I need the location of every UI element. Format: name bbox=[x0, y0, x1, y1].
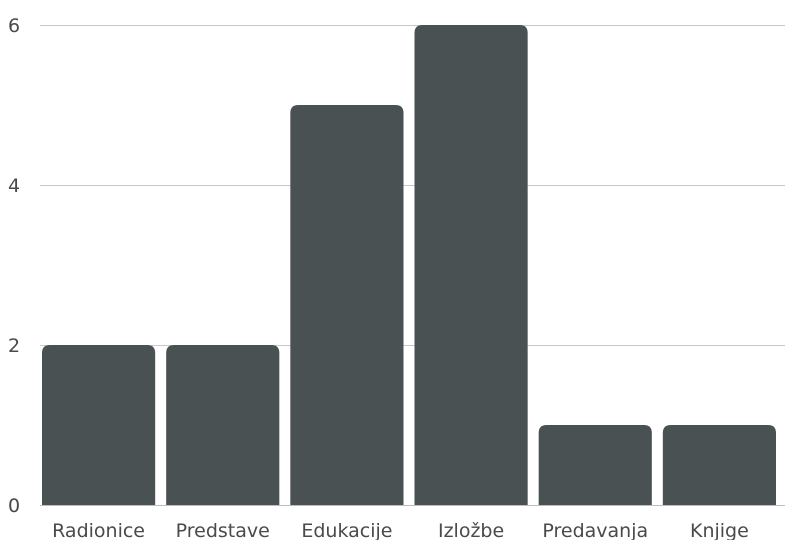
bars bbox=[42, 25, 776, 505]
x-tick-label: Predstave bbox=[176, 520, 270, 540]
y-axis-ticks: 0 2 4 6 bbox=[8, 15, 20, 517]
bar-izložbe bbox=[414, 25, 528, 505]
x-tick-label: Predavanja bbox=[542, 520, 648, 540]
x-tick-label: Edukacije bbox=[301, 520, 392, 540]
gridlines bbox=[40, 25, 785, 506]
bar-radionice bbox=[42, 345, 156, 505]
bar-predavanja bbox=[538, 425, 652, 505]
y-tick-label: 2 bbox=[8, 335, 20, 357]
bar-knjige bbox=[662, 425, 776, 505]
y-tick-label: 0 bbox=[8, 495, 20, 517]
x-tick-label: Radionice bbox=[52, 520, 145, 540]
y-tick-label: 6 bbox=[8, 15, 20, 37]
bar-edukacije bbox=[290, 105, 404, 505]
x-axis-ticks: Radionice Predstave Edukacije Izložbe Predav… bbox=[52, 520, 749, 540]
bar-predstave bbox=[166, 345, 280, 505]
x-tick-label: Knjige bbox=[690, 520, 749, 540]
x-tick-label: Izložbe bbox=[438, 520, 504, 540]
y-tick-label: 4 bbox=[8, 175, 20, 197]
